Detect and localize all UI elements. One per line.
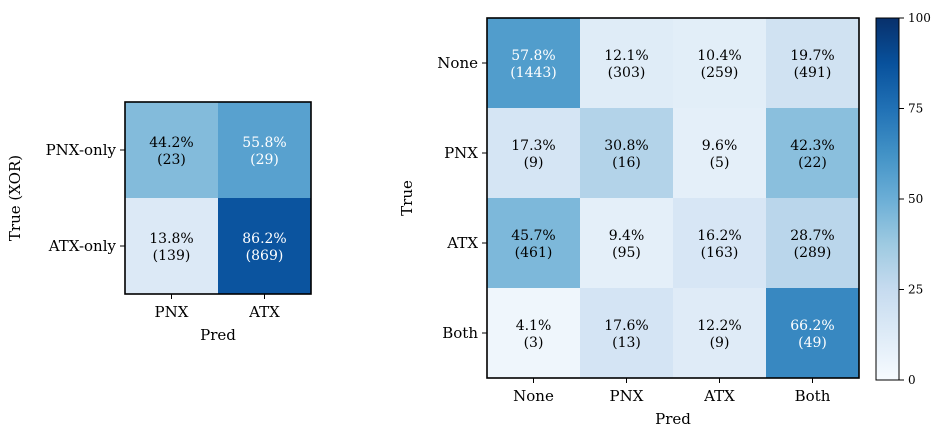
cell-percent-label: 4.1% (516, 318, 552, 334)
cell-percent-label: 13.8% (149, 231, 193, 247)
x-axis-label: Pred (200, 326, 236, 344)
cell-count-label: (9) (710, 335, 730, 351)
cell-percent-label: 12.1% (604, 48, 648, 64)
heatmap-cell (218, 102, 311, 198)
heatmap-cell (766, 198, 859, 288)
cell-count-label: (5) (710, 155, 730, 171)
cell-count-label: (303) (608, 65, 646, 81)
cell-count-label: (869) (246, 248, 284, 264)
y-tick-label: None (437, 54, 478, 72)
cell-count-label: (1443) (510, 65, 557, 81)
heatmap-cell (673, 288, 766, 378)
cell-percent-label: 17.6% (604, 318, 648, 334)
heatmap-cell (580, 18, 673, 108)
heatmap-cell (580, 108, 673, 198)
cell-count-label: (163) (701, 245, 739, 261)
heatmap-cell (766, 288, 859, 378)
x-tick-label: Both (795, 387, 831, 405)
colorbar-gradient (875, 17, 900, 381)
cell-percent-label: 57.8% (511, 48, 555, 64)
colorbar-tick-label: 50 (908, 192, 923, 206)
cell-count-label: (95) (612, 245, 641, 261)
cell-count-label: (49) (798, 335, 827, 351)
cell-percent-label: 9.4% (609, 228, 645, 244)
cell-percent-label: 19.7% (790, 48, 834, 64)
heatmap-cell (580, 198, 673, 288)
colorbar-tick-label: 100 (908, 11, 931, 25)
cell-count-label: (16) (612, 155, 641, 171)
cell-percent-label: 66.2% (790, 318, 834, 334)
cell-count-label: (22) (798, 155, 827, 171)
x-tick-label: PNX (155, 303, 189, 321)
colorbar: 0 25 50 75 100 (875, 11, 931, 387)
x-tick-label: None (513, 387, 554, 405)
y-axis-label: True (XOR) (6, 155, 24, 241)
heatmap-cell (673, 18, 766, 108)
heatmap-cell (580, 288, 673, 378)
xor-confusion-matrix: 44.2%(23) 55.8%(29) 13.8%(139) 86.2%(869) PN… (6, 101, 312, 344)
heatmap-cell (125, 102, 218, 198)
heatmap-cell (766, 108, 859, 198)
cell-count-label: (139) (153, 248, 191, 264)
y-tick-label: PNX (444, 144, 478, 162)
cell-count-label: (259) (701, 65, 739, 81)
heatmap-cell (487, 288, 580, 378)
heatmap-cell (125, 198, 218, 294)
x-tick-label: PNX (610, 387, 644, 405)
cell-percent-label: 28.7% (790, 228, 834, 244)
cell-percent-label: 16.2% (697, 228, 741, 244)
cell-count-label: (3) (524, 335, 544, 351)
cell-percent-label: 55.8% (242, 135, 286, 151)
heatmap-cell (766, 18, 859, 108)
cell-count-label: (289) (794, 245, 832, 261)
cell-count-label: (491) (794, 65, 832, 81)
cell-percent-label: 12.2% (697, 318, 741, 334)
cell-percent-label: 10.4% (697, 48, 741, 64)
cell-percent-label: 30.8% (604, 138, 648, 154)
y-tick-label: ATX-only (48, 237, 117, 255)
y-tick-label: ATX (446, 234, 478, 252)
heatmap-cell (218, 198, 311, 294)
cell-count-label: (23) (157, 152, 186, 168)
plot-frame (124, 101, 312, 295)
x-tick-label: ATX (703, 387, 735, 405)
y-tick-label: PNX-only (46, 141, 117, 159)
cell-count-label: (9) (524, 155, 544, 171)
heatmap-cell (673, 108, 766, 198)
heatmap-cell (487, 108, 580, 198)
cell-count-label: (29) (250, 152, 279, 168)
heatmap-cell (487, 198, 580, 288)
cell-percent-label: 42.3% (790, 138, 834, 154)
y-tick-label: Both (442, 324, 478, 342)
cell-percent-label: 44.2% (149, 135, 193, 151)
cell-percent-label: 9.6% (702, 138, 738, 154)
full-confusion-matrix: 57.8%(1443) 12.1%(303) 10.4%(259) 19.7%(491… (398, 17, 860, 428)
cell-percent-label: 45.7% (511, 228, 555, 244)
plot-frame (486, 17, 860, 379)
cell-count-label: (13) (612, 335, 641, 351)
x-axis-label: Pred (655, 410, 691, 428)
colorbar-tick-label: 25 (908, 283, 923, 297)
x-tick-label: ATX (248, 303, 280, 321)
colorbar-tick-label: 0 (908, 373, 916, 387)
heatmap-cell (487, 18, 580, 108)
y-axis-label: True (398, 180, 416, 216)
cell-percent-label: 86.2% (242, 231, 286, 247)
cell-count-label: (461) (515, 245, 553, 261)
colorbar-tick-label: 75 (908, 102, 923, 116)
heatmap-cell (673, 198, 766, 288)
cell-percent-label: 17.3% (511, 138, 555, 154)
